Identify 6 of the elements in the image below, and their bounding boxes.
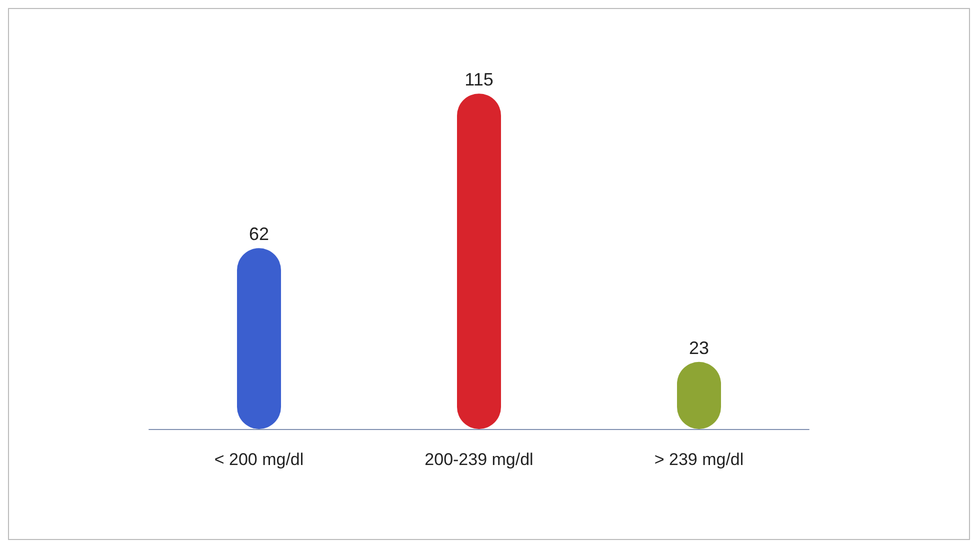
data-label: 23 xyxy=(688,338,710,358)
x-tick-label: < 200 mg/dl xyxy=(214,450,304,469)
x-tick-label: 200-239 mg/dl xyxy=(424,450,534,469)
data-label: 115 xyxy=(464,70,494,90)
x-tick-label: > 239 mg/dl xyxy=(654,450,744,469)
data-label: 62 xyxy=(248,224,270,244)
